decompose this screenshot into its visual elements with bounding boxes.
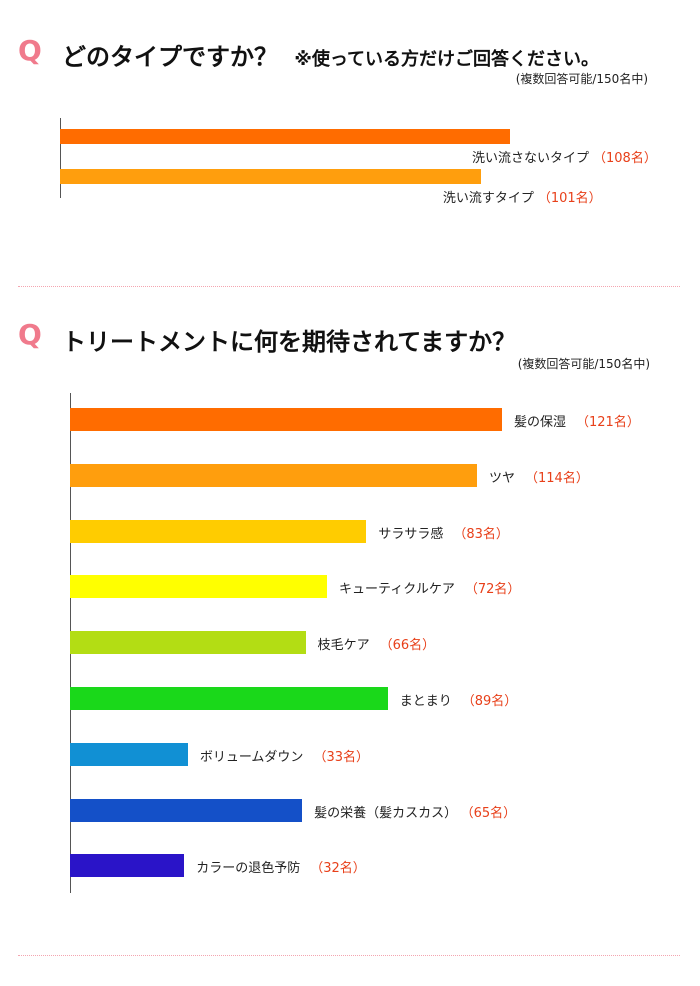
bar-count: （33名） — [313, 749, 369, 765]
bar-count: （72名） — [464, 582, 521, 598]
bar-label-2: 洗い流すタイプ （101名） — [443, 187, 602, 206]
bar-3 — [70, 519, 367, 543]
bar-category: まとまり — [399, 694, 452, 709]
bar-label-3: サラサラ感 （83名） — [378, 523, 509, 542]
q1-subtitle: (複数回答可能/150名中) — [515, 72, 648, 86]
bar-9 — [70, 854, 185, 878]
bar-category: 枝毛ケア — [317, 638, 370, 654]
bar-category: ボリュームダウン — [199, 749, 304, 765]
chart1-axis — [60, 118, 61, 198]
bar-6 — [70, 687, 388, 710]
bar-category: サラサラ感 — [378, 526, 444, 542]
bar-label-1: 髪の保湿 （121名） — [514, 411, 640, 430]
bar-label-8: 髪の栄養（髪カスカス） （65名） — [314, 802, 516, 821]
bar-8 — [70, 798, 303, 822]
bar-1 — [70, 408, 502, 431]
bar-category: 髪の栄養（髪カスカス） — [314, 805, 458, 821]
bar-count: （101名） — [537, 191, 602, 206]
bar-label-5: 枝毛ケア （66名） — [318, 634, 436, 653]
q1-mark: Q — [18, 34, 42, 67]
bar-count: （121名） — [576, 415, 640, 430]
bar-count: （32名） — [310, 861, 366, 877]
bar-count: （66名） — [379, 638, 436, 654]
bar-label-7: ボリュームダウン （33名） — [200, 746, 369, 765]
section-divider-2 — [18, 955, 680, 956]
bar-category: カラーの退色予防 — [196, 861, 301, 877]
section-divider-1 — [18, 286, 680, 287]
bar-category: キューティクルケア — [339, 582, 455, 598]
bar-2 — [70, 463, 477, 487]
bar-1 — [60, 129, 510, 144]
bar-count: （114名） — [525, 470, 589, 486]
bar-label-2: ツヤ （114名） — [489, 467, 589, 486]
q2-subtitle: (複数回答可能/150名中) — [517, 357, 650, 371]
bar-4 — [70, 575, 328, 599]
bar-category: 洗い流すタイプ — [442, 191, 534, 206]
bar-category: 髪の保湿 — [514, 415, 567, 430]
bar-2 — [60, 169, 481, 184]
bar-count: （65名） — [467, 805, 517, 821]
q2-mark: Q — [18, 318, 42, 351]
q2-title: トリートメントに何を期待されてますか？ — [62, 328, 517, 356]
bar-label-9: カラーの退色予防 （32名） — [196, 857, 366, 876]
q1-title-text: どのタイプですか？ — [62, 43, 278, 71]
bar-count: （108名） — [593, 151, 657, 166]
bar-count: （89名） — [461, 694, 518, 709]
bar-label-4: キューティクルケア （72名） — [339, 578, 520, 597]
bar-5 — [70, 631, 306, 655]
bar-count: （83名） — [453, 526, 509, 542]
bar-category: 洗い流さないタイプ — [472, 151, 590, 166]
bar-category: ツヤ — [489, 470, 516, 486]
bar-label-1: 洗い流さないタイプ （108名） — [472, 147, 657, 166]
q1-note: ※使っている方だけご回答ください。 — [294, 49, 599, 70]
q1-title: どのタイプですか？ ※使っている方だけご回答ください。 — [62, 37, 599, 72]
bar-7 — [70, 742, 188, 766]
bar-label-6: まとまり （89名） — [400, 690, 518, 709]
